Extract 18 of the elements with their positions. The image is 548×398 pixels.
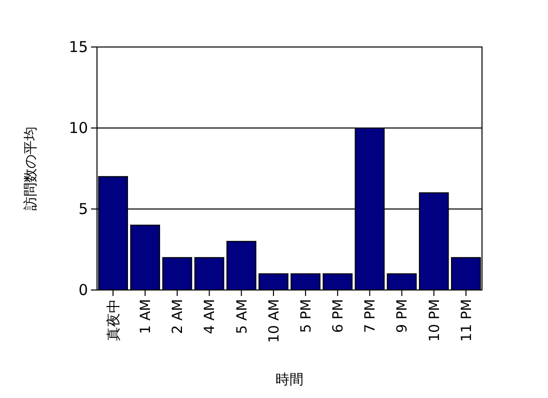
x-tick-label: 5 AM (234, 299, 250, 334)
x-tick-label: 10 PM (426, 299, 443, 342)
x-tick-label: 1 AM (138, 299, 154, 334)
x-tick-label: 10 AM (266, 299, 282, 343)
x-tick-label: 9 PM (394, 299, 411, 333)
x-tick-label: 真夜中 (106, 299, 122, 341)
x-tick-label: 7 PM (362, 299, 379, 333)
y-tick-label: 5 (78, 200, 88, 218)
y-axis-title: 訪問数の平均 (23, 126, 39, 210)
y-tick-label: 10 (68, 118, 88, 137)
y-tick-label: 15 (68, 38, 88, 56)
x-tick-label: 6 PM (330, 299, 347, 333)
x-tick-label: 2 AM (170, 299, 186, 334)
y-tick-label: 0 (78, 280, 88, 299)
x-axis-title: 時間 (276, 372, 304, 388)
x-tick-label: 11 PM (458, 299, 475, 342)
x-tick-label: 4 AM (202, 299, 218, 334)
x-tick-label: 5 PM (298, 299, 314, 333)
